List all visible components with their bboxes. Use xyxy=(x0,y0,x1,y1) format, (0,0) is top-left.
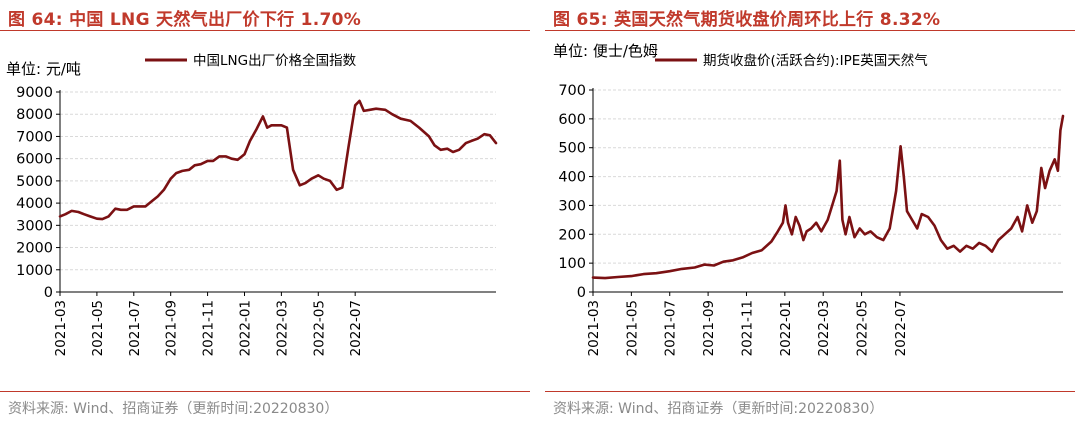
y-tick-label: 5000 xyxy=(16,174,53,190)
y-tick-label: 3000 xyxy=(16,218,53,234)
legend-label: 期货收盘价(活跃合约):IPE英国天然气 xyxy=(703,52,928,69)
y-tick-label: 6000 xyxy=(16,152,53,168)
source-note: 资料来源: Wind、招商证券（更新时间:20220830） xyxy=(553,401,884,417)
x-tick-label: 2021-09 xyxy=(164,300,180,356)
unit-label: 单位: 便士/色姆 xyxy=(553,42,658,60)
y-tick-label: 1000 xyxy=(16,263,53,279)
x-tick-label: 2021-03 xyxy=(586,300,602,356)
x-tick-label: 2021-09 xyxy=(701,300,717,356)
unit-label: 单位: 元/吨 xyxy=(6,60,81,78)
x-tick-label: 2022-03 xyxy=(816,300,832,356)
line-chart-ipe: 0 100 200 300 400 500 600 700 2021-03 2021-05 2021… xyxy=(553,42,1065,356)
chart-title: 图 65: 英国天然气期货收盘价周环比上行 8.32% xyxy=(553,10,941,30)
x-tick-label: 2021-03 xyxy=(53,300,69,356)
x-tick-label: 2022-03 xyxy=(274,300,290,356)
y-tick-label: 400 xyxy=(558,170,586,186)
source-note: 资料来源: Wind、招商证券（更新时间:20220830） xyxy=(8,401,339,417)
source-divider xyxy=(545,391,1075,392)
x-tick-label: 2021-07 xyxy=(127,300,143,356)
y-tick-label: 7000 xyxy=(16,129,53,145)
chart-title: 图 64: 中国 LNG 天然气出厂价下行 1.70% xyxy=(8,10,362,30)
y-tick-label: 200 xyxy=(558,227,586,243)
x-tick-label: 2022-07 xyxy=(348,300,364,356)
y-tick-label: 4000 xyxy=(16,196,53,212)
title-divider xyxy=(545,30,1075,31)
y-tick-label: 300 xyxy=(558,198,586,214)
y-tick-label: 500 xyxy=(558,141,586,157)
line-chart-lng: 0 1000 2000 3000 4000 5000 6000 7000 8000 9000 202… xyxy=(6,52,498,356)
y-tick-label: 100 xyxy=(558,256,586,272)
y-tick-label: 600 xyxy=(558,112,586,128)
y-tick-label: 8000 xyxy=(16,107,53,123)
y-tick-label: 0 xyxy=(577,285,586,301)
legend-label: 中国LNG出厂价格全国指数 xyxy=(193,52,357,69)
x-tick-label: 2021-05 xyxy=(90,300,106,356)
chart-panel-ipe: 图 65: 英国天然气期货收盘价周环比上行 8.32% 0 100 200 300 40… xyxy=(545,0,1080,424)
x-tick-label: 2021-11 xyxy=(739,300,755,356)
series-line xyxy=(591,114,1065,280)
x-tick-label: 2022-01 xyxy=(778,300,794,356)
x-tick-label: 2022-05 xyxy=(855,300,871,356)
x-tick-label: 2021-07 xyxy=(663,300,679,356)
y-tick-label: 2000 xyxy=(16,241,53,257)
x-tick-label: 2022-05 xyxy=(311,300,327,356)
x-tick-label: 2022-07 xyxy=(893,300,909,356)
title-divider xyxy=(0,30,530,31)
x-tick-label: 2022-01 xyxy=(237,300,253,356)
x-tick-label: 2021-05 xyxy=(624,300,640,356)
y-tick-label: 9000 xyxy=(16,85,53,101)
chart-panel-lng: 图 64: 中国 LNG 天然气出厂价下行 1.70% 0 1000 2000 300… xyxy=(0,0,535,424)
y-tick-label: 700 xyxy=(558,83,586,99)
source-divider xyxy=(0,391,530,392)
x-tick-label: 2021-11 xyxy=(201,300,217,356)
series-line xyxy=(58,99,498,221)
y-tick-label: 0 xyxy=(44,285,53,301)
